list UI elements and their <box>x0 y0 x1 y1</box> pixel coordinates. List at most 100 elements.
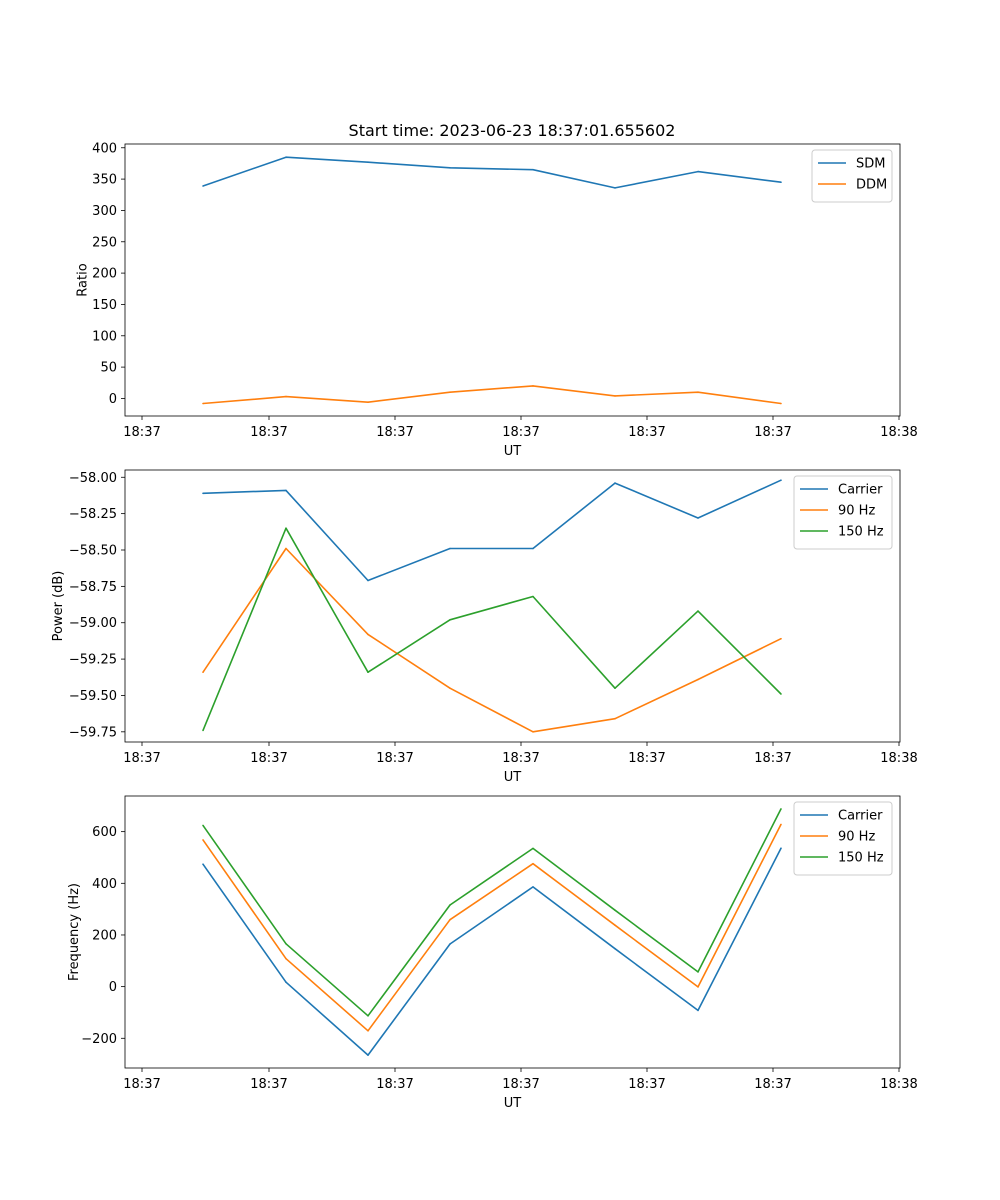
y-tick-label: 350 <box>92 173 117 188</box>
data-point <box>532 862 534 865</box>
x-tick-label: 18:37 <box>754 1077 791 1092</box>
data-point <box>449 619 451 621</box>
data-point <box>367 633 369 636</box>
x-axis-label: UT <box>504 1096 522 1111</box>
series-line-sdm <box>202 156 782 189</box>
x-tick-label: 18:38 <box>880 425 917 440</box>
x-tick-label: 18:37 <box>628 425 665 440</box>
series-line-ddm <box>202 385 782 405</box>
data-point <box>202 863 204 865</box>
x-tick-label: 18:37 <box>376 1077 413 1092</box>
y-tick-label: −59.75 <box>69 725 117 740</box>
legend-label: DDM <box>856 178 887 193</box>
data-point <box>532 731 534 733</box>
data-point <box>697 517 699 519</box>
figure-title: Start time: 2023-06-23 18:37:01.655602 <box>349 121 676 140</box>
data-point <box>780 847 782 849</box>
axes-frame <box>124 143 901 417</box>
y-tick-label: 400 <box>92 877 117 892</box>
y-tick-label: −59.50 <box>69 689 117 704</box>
x-tick-label: 18:37 <box>250 425 287 440</box>
series-line-150-hz <box>202 527 782 731</box>
x-tick-label: 18:38 <box>880 1077 917 1092</box>
y-tick-label: −58.75 <box>69 580 117 595</box>
data-point <box>367 1054 369 1056</box>
y-tick-label: −59.25 <box>69 653 117 668</box>
x-tick-label: 18:37 <box>123 751 160 766</box>
data-point <box>614 482 616 484</box>
data-point <box>202 729 204 732</box>
x-axis-label: UT <box>504 444 522 459</box>
data-point <box>285 156 287 158</box>
data-point <box>697 678 699 681</box>
y-axis-label: Frequency (Hz) <box>67 883 82 981</box>
data-point <box>532 595 534 598</box>
x-tick-label: 18:38 <box>880 751 917 766</box>
y-tick-label: 0 <box>109 392 117 407</box>
data-point <box>449 391 451 394</box>
y-tick-label: 0 <box>109 980 117 995</box>
data-point <box>532 168 534 171</box>
y-axis-label: Power (dB) <box>51 571 66 642</box>
data-point <box>614 924 616 926</box>
y-tick-label: −58.25 <box>69 507 117 522</box>
data-point <box>532 547 534 550</box>
y-tick-label: 250 <box>92 235 117 250</box>
y-tick-label: 600 <box>92 825 117 840</box>
y-tick-label: −59.00 <box>69 616 117 631</box>
series-line-90-hz <box>202 547 782 733</box>
x-tick-label: 18:37 <box>502 425 539 440</box>
x-tick-label: 18:37 <box>376 751 413 766</box>
data-point <box>697 391 699 394</box>
x-tick-label: 18:37 <box>123 1077 160 1092</box>
data-point <box>449 167 451 169</box>
x-tick-label: 18:37 <box>502 1077 539 1092</box>
data-point <box>202 671 204 673</box>
data-point <box>202 839 204 841</box>
data-point <box>614 947 616 950</box>
legend-label: 90 Hz <box>838 504 875 519</box>
data-point <box>614 717 616 720</box>
legend-label: Carrier <box>838 483 883 498</box>
data-point <box>780 637 782 640</box>
frequency-panel: 18:37 18:37 18:37 18:37 18:37 18:37 18:38 −200 0… <box>67 795 918 1111</box>
series-line-carrier <box>202 847 782 1056</box>
x-tick-label: 18:37 <box>628 751 665 766</box>
legend-label: 150 Hz <box>838 525 884 540</box>
x-tick-label: 18:37 <box>250 751 287 766</box>
power-panel: 18:37 18:37 18:37 18:37 18:37 18:37 18:38 −58.0… <box>51 469 918 785</box>
data-point <box>780 823 782 826</box>
series-line-carrier <box>202 479 782 582</box>
legend-label: Carrier <box>838 809 883 824</box>
data-point <box>202 824 204 827</box>
data-point <box>532 385 534 387</box>
x-tick-label: 18:37 <box>376 425 413 440</box>
x-tick-label: 18:37 <box>250 1077 287 1092</box>
y-tick-label: 50 <box>100 361 117 376</box>
y-tick-label: 200 <box>92 267 117 282</box>
ratio-panel: 18:37 18:37 18:37 18:37 18:37 18:37 18:38 0 50 10… <box>75 141 917 459</box>
data-point <box>367 401 369 404</box>
data-point <box>449 547 451 550</box>
data-point <box>367 579 369 582</box>
x-tick-label: 18:37 <box>628 1077 665 1092</box>
data-point <box>780 693 782 695</box>
data-point <box>780 808 782 810</box>
x-tick-label: 18:37 <box>754 425 791 440</box>
legend-label: SDM <box>856 157 885 172</box>
data-point <box>285 943 287 945</box>
data-point <box>449 904 451 906</box>
series-line-150-hz <box>202 808 782 1017</box>
y-tick-label: −200 <box>81 1032 117 1047</box>
data-point <box>202 492 204 495</box>
y-tick-label: −58.00 <box>69 471 117 486</box>
data-point <box>780 181 782 183</box>
y-tick-label: 300 <box>92 204 117 219</box>
y-tick-label: 200 <box>92 928 117 943</box>
data-point <box>285 981 287 983</box>
data-point <box>285 489 287 492</box>
data-point <box>285 527 287 529</box>
axes-frame <box>124 469 901 743</box>
data-point <box>367 671 369 673</box>
x-tick-label: 18:37 <box>754 751 791 766</box>
